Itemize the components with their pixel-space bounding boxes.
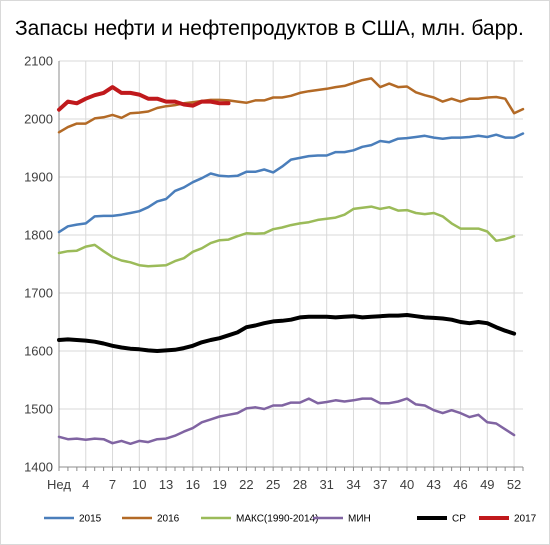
series-line-3	[57, 397, 516, 446]
x-tick-label: 40	[400, 477, 414, 492]
x-tick-label: 52	[507, 477, 521, 492]
y-tick-label: 1500	[24, 402, 53, 417]
legend-label: МАКС(1990-2014)	[236, 514, 318, 525]
x-tick-label: 4	[82, 477, 89, 492]
y-tick-labels: 1400 1500 1600 1700 1800 1900 2000 2100	[24, 54, 53, 475]
y-tick-label: 1900	[24, 170, 53, 185]
y-tick-label: 1700	[24, 286, 53, 301]
y-tick-label: 2100	[24, 54, 53, 69]
x-tick-label: 37	[373, 477, 387, 492]
x-tick-label: 13	[159, 477, 173, 492]
x-tick-label: 19	[212, 477, 226, 492]
x-tick-label: 25	[266, 477, 280, 492]
series-line-2	[57, 205, 516, 268]
legend-label: СР	[452, 514, 466, 525]
legend-label: 2016	[157, 514, 180, 525]
series-line-5	[57, 85, 231, 112]
series-lines	[57, 77, 525, 446]
y-tick-label: 1400	[24, 460, 53, 475]
x-tick-label: 31	[319, 477, 333, 492]
x-tick-label: 34	[346, 477, 360, 492]
axes	[58, 61, 524, 471]
y-tick-label: 2000	[24, 112, 53, 127]
x-tick-label: 49	[480, 477, 494, 492]
y-tick-label: 1800	[24, 228, 53, 243]
x-tick-label: 22	[239, 477, 253, 492]
legend: 2015 2016 МАКС(1990-2014) МИН СР 2017	[44, 514, 537, 525]
gridlines	[58, 60, 523, 468]
legend-label: 2017	[514, 514, 537, 525]
x-tick-label: 7	[109, 477, 116, 492]
x-tick-label: 10	[132, 477, 146, 492]
x-tick-label: 46	[453, 477, 467, 492]
series-line-0	[57, 132, 525, 234]
legend-label: 2015	[79, 514, 102, 525]
x-tick-labels: Нед 4 7 10 13 16 19 22 25 28 31 34 37 40 43 46 49 52	[47, 477, 521, 492]
series-line-4	[57, 313, 517, 353]
chart-title: Запасы нефти и нефтепродуктов в США, млн…	[15, 17, 524, 40]
x-tick-label: 43	[427, 477, 441, 492]
x-tick-label: Нед	[47, 477, 71, 492]
legend-label: МИН	[348, 514, 371, 525]
x-tick-label: 16	[186, 477, 200, 492]
x-tick-label: 28	[293, 477, 307, 492]
series-line-1	[57, 77, 525, 134]
y-tick-label: 1600	[24, 344, 53, 359]
